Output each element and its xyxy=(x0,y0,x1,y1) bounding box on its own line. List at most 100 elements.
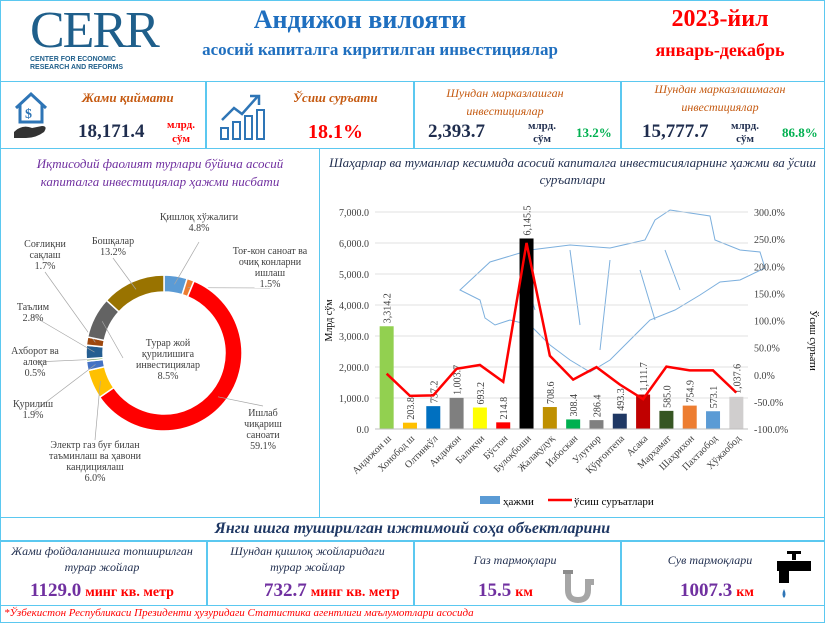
donut-label: Бошқалар 13.2% xyxy=(92,236,134,258)
y-tick-label: 3,000.0 xyxy=(339,332,369,343)
donut-leader-line xyxy=(174,241,200,285)
y2-tick-label: -100.0% xyxy=(754,425,788,436)
kpi-decentralized-label: Шундан марказлашмаган инвестициялар xyxy=(654,82,786,114)
bar-data-label: 493.3 xyxy=(616,388,627,411)
donut-label: Соғлиқни сақлаш 1.7% xyxy=(24,239,66,272)
bar xyxy=(612,413,627,429)
y-tick-label: 2,000.0 xyxy=(339,363,369,374)
y2-tick-label: 150.0% xyxy=(754,289,785,300)
bar xyxy=(659,410,674,429)
divider xyxy=(413,540,415,606)
bar xyxy=(402,422,417,429)
bar xyxy=(379,326,394,429)
bar-data-label: 3,314.2 xyxy=(383,293,394,323)
donut-leader-line xyxy=(32,364,96,413)
bar-data-label: 1,111.7 xyxy=(639,362,650,391)
bar-data-label: 1,003.7 xyxy=(453,365,464,395)
social-water-value-wrap: 1007.3 км xyxy=(680,580,754,602)
social-rural-unit: минг кв. метр xyxy=(310,585,400,600)
growth-chart-icon xyxy=(220,94,265,140)
bar-data-label: 203.8 xyxy=(406,397,417,420)
y2-tick-label: 250.0% xyxy=(754,235,785,246)
kpi-decentralized-value: 15,777.7 xyxy=(642,121,709,142)
social-housing-value: 1129.0 xyxy=(30,580,82,601)
y-tick-label: 1,000.0 xyxy=(339,394,369,405)
bar xyxy=(519,238,534,429)
bar-data-label: 286.4 xyxy=(592,395,603,418)
kpi-centralized-value: 2,393.7 xyxy=(428,121,485,142)
donut-label: Қишлоқ хўжалиги 4.8% xyxy=(160,212,239,234)
donut-label: Ишлаб чиқариш саноати 59.1% xyxy=(244,408,282,452)
donut-title: Иқтисодий фаолият турлари бўйича асосий … xyxy=(36,156,284,189)
bar xyxy=(566,419,581,429)
bar xyxy=(589,420,604,429)
divider xyxy=(620,81,622,149)
kpi-centralized-unit: млрд. сўм xyxy=(528,120,556,145)
social-rural-value-wrap: 732.7 минг кв. метр xyxy=(264,580,400,602)
footer-source: *Ўзбекистон Республикаси Президенти ҳузу… xyxy=(4,607,474,619)
kpi-decentralized-share: 86.8% xyxy=(782,125,818,140)
kpi-growth-value: 18.1% xyxy=(308,121,363,143)
y2-tick-label: 100.0% xyxy=(754,317,785,328)
y2-tick-label: -50.0% xyxy=(754,398,783,409)
cerr-logo: CERR CENTER FOR ECONOMIC RESEARCH AND RE… xyxy=(30,5,180,76)
donut-label: Ахборот ва алоқа 0.5% xyxy=(11,346,59,379)
bar xyxy=(682,405,697,429)
divider xyxy=(205,81,207,149)
social-gas-value-wrap: 15.5 км xyxy=(478,580,533,602)
bar xyxy=(729,396,744,429)
legend-swatch-volume xyxy=(480,496,500,504)
bar xyxy=(706,411,721,429)
page-title: Андижон вилояти xyxy=(253,5,467,34)
donut-label: Электр газ буғ билан таъминлаш ва ҳавони к… xyxy=(49,440,142,484)
kpi-decentralized-unit: млрд. сўм xyxy=(731,120,759,145)
growth-line xyxy=(385,242,738,401)
bar xyxy=(636,394,651,429)
divider xyxy=(206,540,208,606)
donut-leader-line xyxy=(32,315,95,353)
y2-axis-label: Ўсиш суръати xyxy=(807,310,819,371)
social-housing-label: Жами фойдаланишга топширилган турар жойл… xyxy=(11,544,193,574)
donut-label: Тоғ-кон саноат ва очиқ конларни ишлаш 1.5% xyxy=(233,246,308,290)
kpi-total-value: 18,171.4 xyxy=(78,121,145,142)
bar xyxy=(426,406,441,429)
bar xyxy=(472,407,487,429)
y2-tick-label: 200.0% xyxy=(754,262,785,273)
donut-leader-line xyxy=(101,321,124,359)
donut-slice xyxy=(105,274,165,313)
donut-label: Қурилиш 1.9% xyxy=(13,399,53,421)
donut-leader-line xyxy=(44,271,96,343)
kpi-total-label: Жами қиймати xyxy=(82,90,174,105)
andijan-region-map xyxy=(459,209,766,373)
bar-data-label: 573.1 xyxy=(709,386,720,409)
social-housing-value-wrap: 1129.0 минг кв. метр xyxy=(30,580,174,602)
social-title: Янги ишга туширилган ижтимоий соҳа объек… xyxy=(214,520,611,537)
divider xyxy=(620,540,622,606)
donut-leader-line xyxy=(217,396,264,407)
bar xyxy=(542,407,557,429)
svg-text:$: $ xyxy=(25,107,32,122)
y-tick-label: 7,000.0 xyxy=(339,208,369,219)
donut-chart: Қишлоқ хўжалиги 4.8% Тоғ-кон саноат ва очиқ… xyxy=(11,212,308,484)
bar-data-label: 6,145.5 xyxy=(523,205,534,235)
social-water-value: 1007.3 xyxy=(680,580,733,601)
social-rural-value: 732.7 xyxy=(264,580,307,601)
bar xyxy=(496,422,511,429)
social-water-unit: км xyxy=(736,585,754,600)
y2-tick-label: 50.0% xyxy=(754,344,780,355)
donut-leader-line xyxy=(112,257,137,290)
year: 2023-йил xyxy=(671,6,769,32)
social-water-label: Сув тармоқлари xyxy=(667,553,753,567)
logo-subtitle: CENTER FOR ECONOMIC RESEARCH AND REFORMS xyxy=(30,56,124,71)
social-rural-housing-label: Шундан қишлоқ жойларидаги турар жойлар xyxy=(230,544,385,574)
legend-label-growth: ўсиш суръатлари xyxy=(574,496,654,508)
kpi-centralized-label: Шундан марказлашган инвестициялар xyxy=(446,86,564,118)
bar-data-label: 754.9 xyxy=(686,380,697,403)
water-tap-icon xyxy=(777,551,811,598)
y2-tick-label: 300.0% xyxy=(754,208,785,219)
donut-label: Турар жой қурилишига инвестициялар 8.5% xyxy=(136,338,200,382)
money-house-hand-icon: $ xyxy=(14,91,48,138)
social-housing-unit: минг кв. метр xyxy=(85,585,174,600)
social-gas-label: Газ тармоқлари xyxy=(473,553,557,567)
bar xyxy=(449,397,464,429)
